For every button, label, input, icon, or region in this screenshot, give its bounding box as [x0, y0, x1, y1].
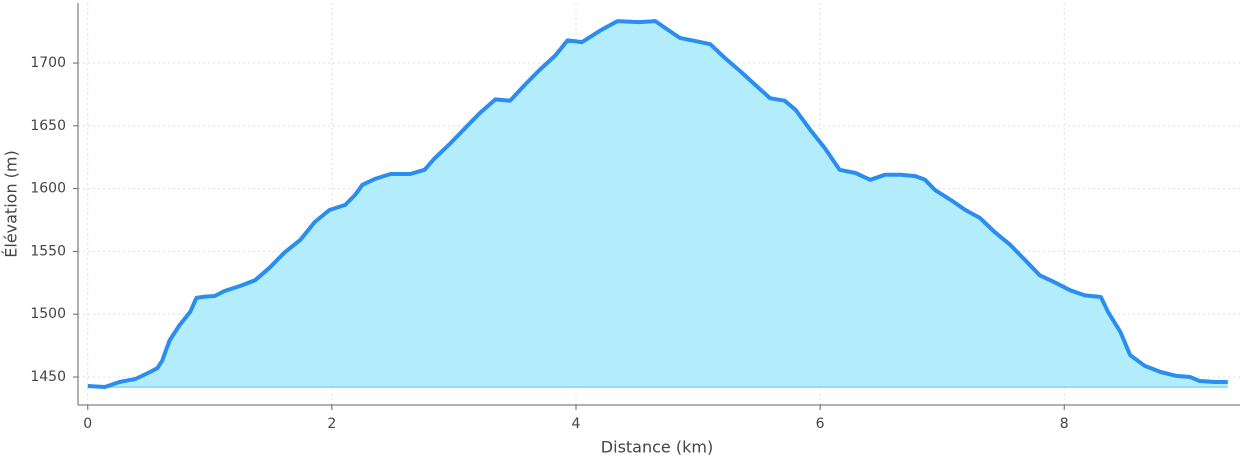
y-tick-label: 1600	[30, 181, 66, 197]
elevation-line	[87, 19, 1228, 389]
y-tick-label: 1500	[30, 306, 66, 322]
x-tick-label: 2	[327, 416, 336, 432]
x-tick-label: 0	[83, 416, 92, 432]
y-tick-label: 1650	[30, 118, 66, 134]
x-tick-label: 6	[816, 416, 825, 432]
x-tick-label: 4	[572, 416, 581, 432]
x-tick-label: 8	[1060, 416, 1069, 432]
y-tick-label: 1700	[30, 55, 66, 71]
y-tick-label: 1450	[30, 369, 66, 385]
y-tick-label: 1550	[30, 243, 66, 259]
area-fill	[87, 21, 1228, 388]
x-axis-label: Distance (km)	[601, 438, 713, 457]
y-axis-label: Élévation (m)	[2, 150, 21, 257]
